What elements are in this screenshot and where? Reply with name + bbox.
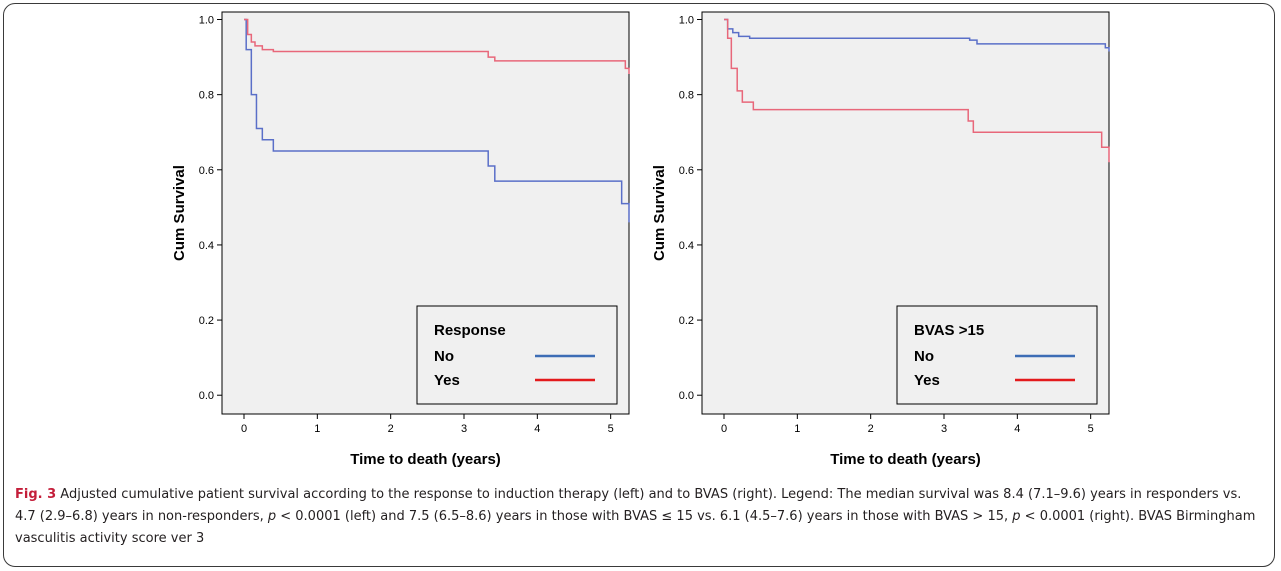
- y-tick-label: 0.8: [679, 90, 694, 102]
- y-tick-label: 1.0: [199, 15, 214, 27]
- y-tick-label: 0.2: [199, 315, 214, 327]
- caption-text-1: Adjusted cumulative patient survival acc…: [15, 487, 1242, 524]
- x-tick-label: 3: [941, 423, 947, 435]
- survival-chart-response: 0.0 0.2 0.4 0.6 0.8 1.0 0 1 2 3 4 5 Time to death (y…: [171, 11, 630, 468]
- y-tick-label: 0.6: [199, 165, 214, 177]
- caption-text-3: < 0.0001 (right). BVAS Birmingham vascul…: [15, 509, 1256, 546]
- y-tick-label: 0.0: [199, 390, 214, 402]
- x-tick-label: 0: [721, 423, 727, 435]
- x-tick-label: 2: [388, 423, 394, 435]
- x-tick-label: 5: [1088, 423, 1094, 435]
- series-line-no: [244, 18, 630, 223]
- caption-p-2: p: [1012, 509, 1021, 524]
- x-tick-label: 2: [868, 423, 874, 435]
- y-tick-label: 0.2: [679, 315, 694, 327]
- caption-p-1: p: [267, 509, 277, 524]
- y-tick-label: 0.0: [679, 390, 694, 402]
- series-line-yes: [244, 18, 630, 74]
- x-tick-label: 3: [461, 423, 467, 435]
- x-tick-label: 0: [241, 423, 247, 435]
- survival-chart-bvas: 0.0 0.2 0.4 0.6 0.8 1.0 0 1 2 3 4 5 Time to death (y…: [651, 11, 1110, 468]
- figure-frame: [3, 3, 1275, 567]
- series-line-no: [724, 18, 1110, 52]
- x-axis-title: Time to death (years): [830, 451, 981, 468]
- legend-label-no: No: [434, 348, 454, 365]
- y-tick-label: 0.4: [199, 240, 214, 252]
- legend-title: BVAS >15: [914, 322, 984, 339]
- legend-label-no: No: [914, 348, 934, 365]
- y-axis-title: Cum Survival: [171, 165, 188, 261]
- x-tick-label: 5: [608, 423, 614, 435]
- y-tick-label: 1.0: [679, 15, 694, 27]
- x-tick-label: 1: [794, 423, 800, 435]
- legend-title: Response: [434, 322, 506, 339]
- legend-label-yes: Yes: [914, 372, 940, 389]
- figure-caption: Fig. 3 Adjusted cumulative patient survi…: [15, 484, 1265, 550]
- x-axis-title: Time to death (years): [350, 451, 501, 468]
- legend-label-yes: Yes: [434, 372, 460, 389]
- caption-text-2: < 0.0001 (left) and 7.5 (6.5–8.6) years …: [276, 509, 1013, 524]
- y-tick-label: 0.6: [679, 165, 694, 177]
- y-tick-label: 0.4: [679, 240, 694, 252]
- y-tick-label: 0.8: [199, 90, 214, 102]
- y-axis-title: Cum Survival: [651, 165, 668, 261]
- x-tick-label: 4: [534, 423, 540, 435]
- legend-box: [416, 305, 618, 405]
- series-line-yes: [724, 18, 1110, 163]
- x-tick-label: 1: [314, 423, 320, 435]
- figure-label: Fig. 3: [15, 487, 57, 502]
- x-tick-label: 4: [1014, 423, 1020, 435]
